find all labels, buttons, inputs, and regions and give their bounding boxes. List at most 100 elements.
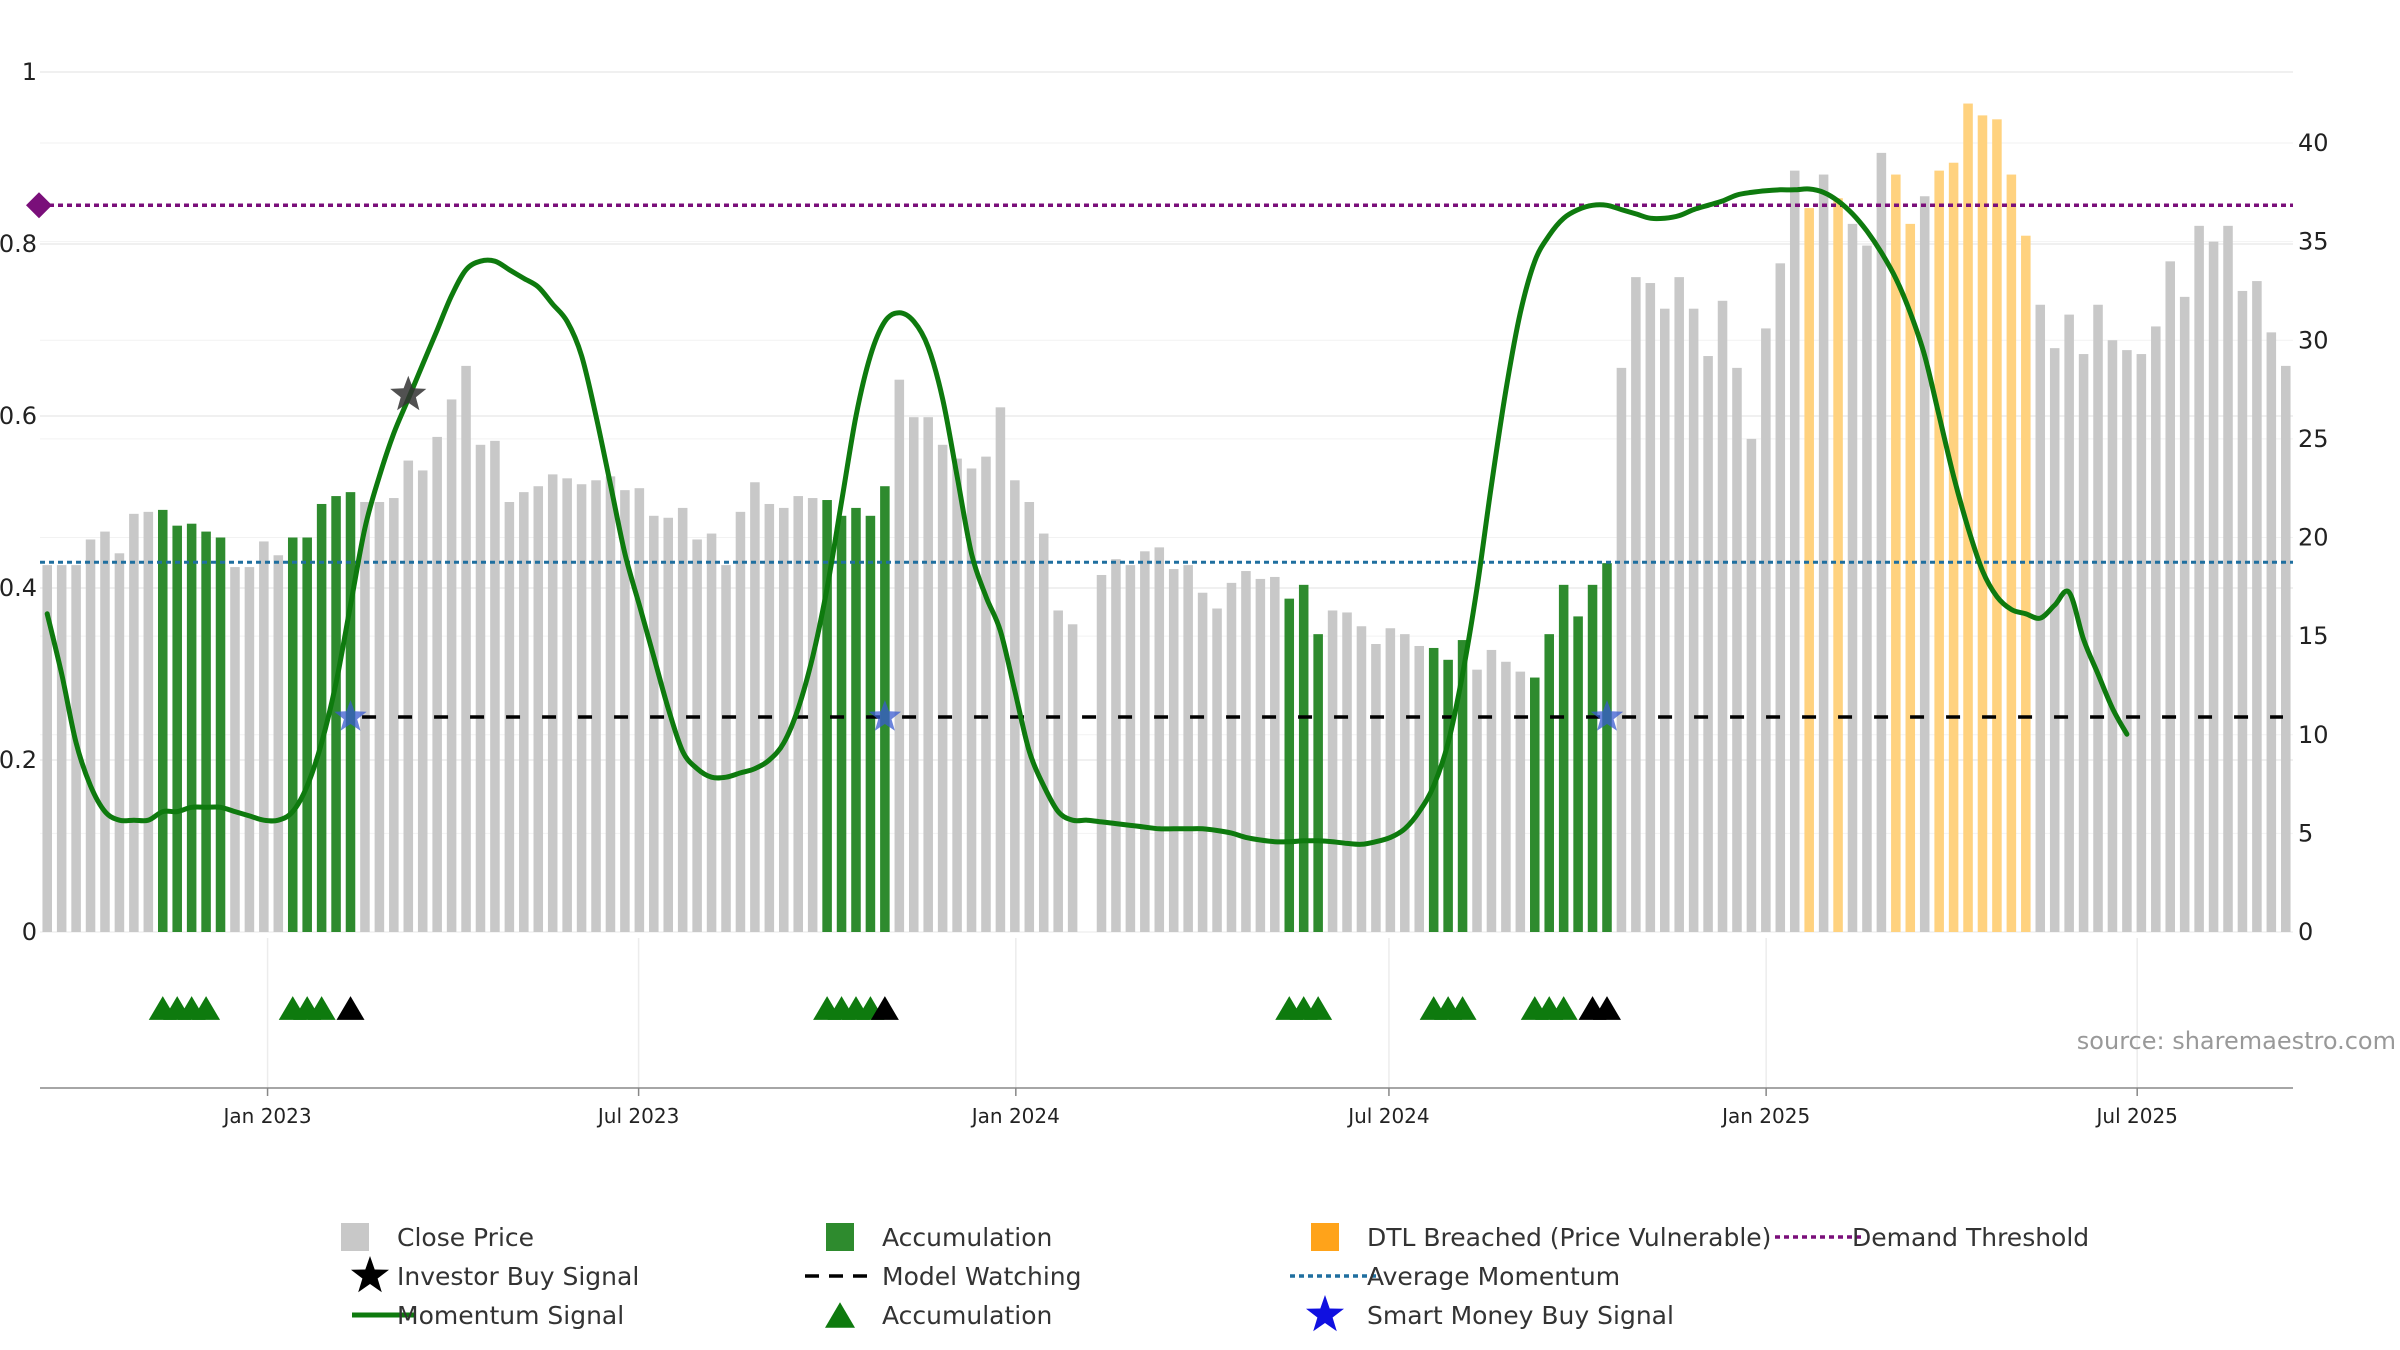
close-price-bar xyxy=(1226,582,1237,932)
x-tick-label: Jul 2023 xyxy=(596,1104,679,1128)
x-tick-label: Jan 2025 xyxy=(1720,1104,1810,1128)
right-tick-label: 20 xyxy=(2298,524,2329,552)
close-price-bar xyxy=(692,539,702,932)
close-price-bar xyxy=(620,490,630,932)
close-price-bar xyxy=(576,484,587,932)
legend-item-close: Close Price xyxy=(341,1223,534,1252)
close-price-bar xyxy=(1746,438,1757,932)
close-price-bar xyxy=(1688,308,1699,932)
close-price-bar xyxy=(1400,634,1410,932)
close-price-bar xyxy=(706,533,717,932)
left-tick-label: 0 xyxy=(22,918,37,946)
legend-label: DTL Breached (Price Vulnerable) xyxy=(1367,1223,1771,1252)
close-price-bar xyxy=(2049,348,2060,932)
close-price-bar xyxy=(1847,223,1858,932)
dtl-breached-bar xyxy=(1992,119,2002,932)
close-price-bar xyxy=(1327,610,1338,932)
left-tick-label: 0.6 xyxy=(0,402,37,430)
accumulation-bar xyxy=(1298,584,1309,932)
right-tick-label: 35 xyxy=(2298,228,2329,256)
close-price-bar xyxy=(1645,283,1656,932)
legend-label: Accumulation xyxy=(882,1223,1052,1252)
close-price-bar xyxy=(547,474,558,932)
close-price-bar xyxy=(244,567,255,932)
close-price-bar xyxy=(259,541,269,932)
close-price-bar xyxy=(663,517,674,932)
accumulation-bar xyxy=(1544,634,1554,932)
accumulation-bar xyxy=(331,496,341,932)
close-price-bar xyxy=(2107,340,2118,932)
close-price-bar xyxy=(735,511,746,932)
close-price-bar xyxy=(1241,571,1251,932)
legend-label: Close Price xyxy=(397,1223,534,1252)
close-price-bar xyxy=(1385,628,1396,932)
close-price-bar xyxy=(649,515,659,932)
x-tick-label: Jan 2024 xyxy=(970,1104,1060,1128)
marker-strip xyxy=(148,996,1621,1020)
close-price-bar xyxy=(1168,569,1179,932)
close-price-bar xyxy=(1631,277,1641,932)
close-price-bar xyxy=(129,513,139,932)
close-price-bar xyxy=(1038,533,1049,932)
close-price-bar xyxy=(1154,547,1165,932)
accumulation-bar xyxy=(316,503,327,932)
accumulation-bar xyxy=(1530,677,1540,932)
left-tick-label: 1 xyxy=(22,58,37,86)
close-price-bar xyxy=(1876,152,1887,933)
close-price-bar xyxy=(1371,644,1381,932)
left-tick-label: 0.8 xyxy=(0,230,37,258)
smart-money-buy-star xyxy=(1590,700,1624,731)
close-price-bar xyxy=(1096,574,1107,932)
legend-item-momentum: Momentum Signal xyxy=(352,1301,624,1330)
accumulation-bar xyxy=(201,531,211,932)
close-price-bar xyxy=(894,379,905,932)
accumulation-triangle xyxy=(1304,996,1333,1020)
close-price-bar xyxy=(1818,174,1829,932)
close-price-bar xyxy=(389,498,399,932)
close-price-bar xyxy=(1486,649,1497,932)
legend-swatch xyxy=(826,1223,854,1251)
accumulation-bar xyxy=(822,500,832,932)
close-price-bar xyxy=(721,565,731,932)
close-price-bar xyxy=(2165,261,2176,933)
close-price-bar xyxy=(446,399,457,932)
accumulation-bar xyxy=(1284,598,1295,932)
right-tick-label: 0 xyxy=(2298,918,2313,946)
close-price-bar xyxy=(1197,592,1208,932)
close-price-bar xyxy=(1414,645,1425,932)
close-price-bar xyxy=(908,417,919,932)
legend-triangle-icon xyxy=(825,1302,855,1328)
close-price-bar xyxy=(937,444,948,932)
right-tick-label: 5 xyxy=(2298,819,2313,847)
close-price-bar xyxy=(2194,225,2204,933)
investor-buy-star xyxy=(390,375,427,411)
accumulation-bar xyxy=(1443,659,1453,932)
close-price-bar xyxy=(1616,367,1627,932)
legend-item-accumulation: Accumulation xyxy=(826,1223,1052,1252)
legend-label: Investor Buy Signal xyxy=(397,1262,639,1291)
close-price-bar xyxy=(1717,300,1728,932)
legend-item-demand_threshold: Demand Threshold xyxy=(1775,1223,2089,1252)
close-price-bar xyxy=(143,511,154,932)
accumulation-bar xyxy=(865,515,876,932)
accumulation-triangle xyxy=(1448,996,1477,1020)
x-tick-label: Jan 2023 xyxy=(222,1104,312,1128)
close-price-bar xyxy=(100,531,110,932)
reference-lines xyxy=(26,192,2293,719)
close-price-bar xyxy=(1111,559,1121,932)
legend-label: Average Momentum xyxy=(1367,1262,1620,1291)
close-price-bar xyxy=(1862,245,1872,932)
close-price-bar xyxy=(1212,608,1222,932)
close-price-bar xyxy=(1255,578,1266,932)
legend-label: Demand Threshold xyxy=(1852,1223,2089,1252)
close-price-bar xyxy=(952,458,962,932)
close-price-bar xyxy=(2237,290,2248,932)
accumulation-bar xyxy=(287,537,298,932)
close-price-bar xyxy=(1761,328,1771,932)
close-price-bar xyxy=(2064,314,2074,932)
close-price-bar xyxy=(533,486,544,932)
legend-star-icon xyxy=(351,1256,389,1293)
close-price-bar xyxy=(1789,170,1800,933)
close-price-bar xyxy=(2151,326,2161,932)
